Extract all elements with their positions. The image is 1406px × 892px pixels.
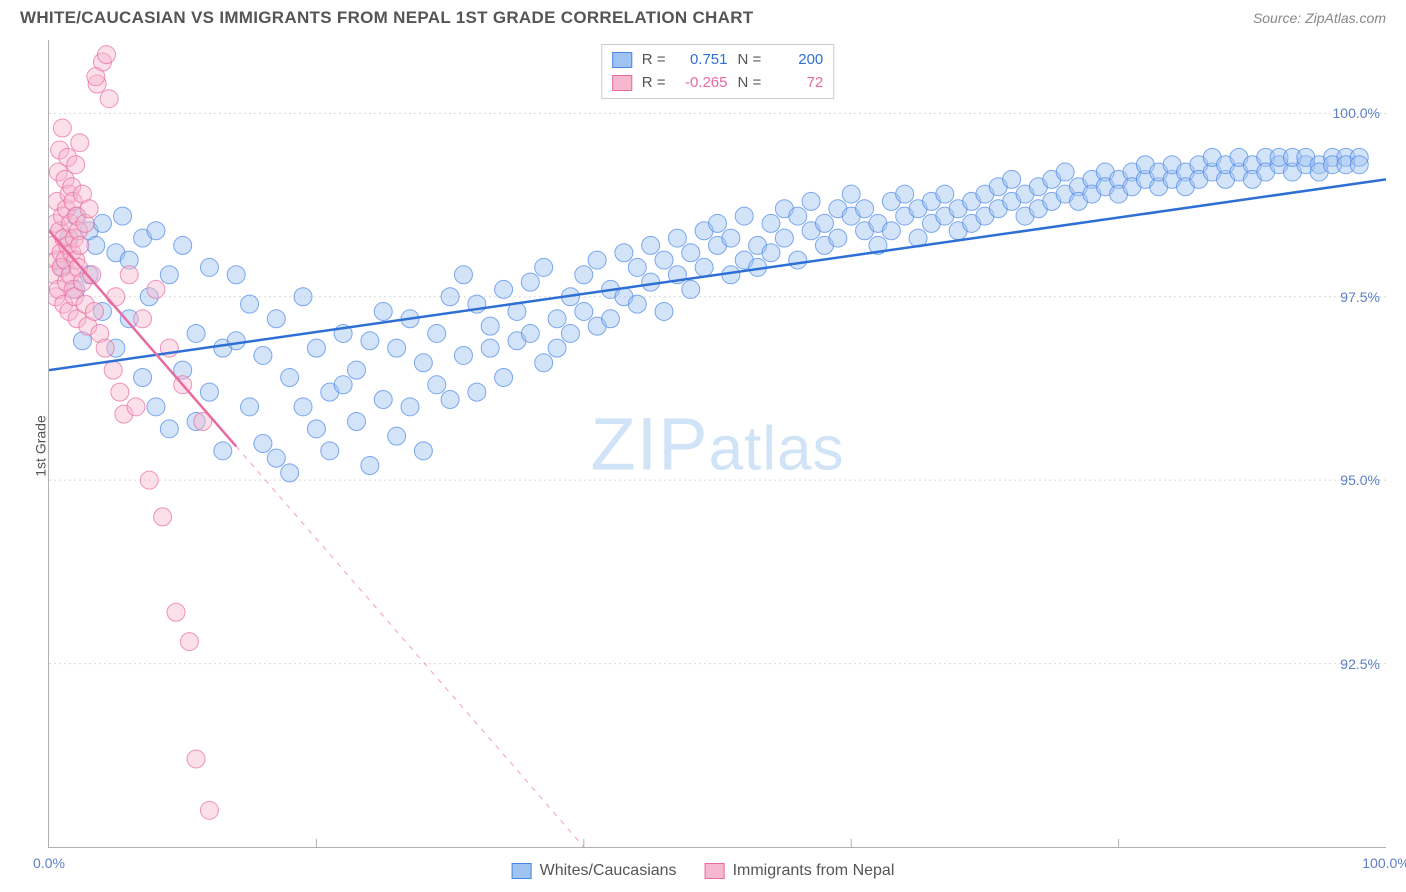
legend-label-whites: Whites/Caucasians [540, 862, 677, 880]
n-label: N = [738, 49, 762, 72]
y-tick-label: 97.5% [1340, 289, 1380, 305]
y-tick-label: 95.0% [1340, 472, 1380, 488]
n-value-nepal: 72 [771, 72, 823, 95]
r-value-whites: 0.751 [676, 49, 728, 72]
corr-row-nepal: R = -0.265 N = 72 [612, 72, 824, 95]
y-tick-label: 92.5% [1340, 656, 1380, 672]
r-label: R = [642, 49, 666, 72]
x-tick-label: 100.0% [1362, 855, 1406, 871]
r-value-nepal: -0.265 [676, 72, 728, 95]
source-attribution: Source: ZipAtlas.com [1253, 10, 1386, 26]
corr-row-whites: R = 0.751 N = 200 [612, 49, 824, 72]
y-tick-label: 100.0% [1333, 105, 1380, 121]
legend-label-nepal: Immigrants from Nepal [733, 862, 895, 880]
n-value-whites: 200 [771, 49, 823, 72]
title-bar: WHITE/CAUCASIAN VS IMMIGRANTS FROM NEPAL… [0, 0, 1406, 32]
swatch-nepal [705, 863, 725, 879]
swatch-whites [512, 863, 532, 879]
scatter-svg [49, 40, 1386, 847]
plot-area: ZIPatlas R = 0.751 N = 200 R = -0.265 N … [48, 40, 1386, 848]
legend-item-whites: Whites/Caucasians [512, 862, 677, 880]
x-tick-label: 0.0% [33, 855, 65, 871]
n-label: N = [738, 72, 762, 95]
chart-title: WHITE/CAUCASIAN VS IMMIGRANTS FROM NEPAL… [20, 8, 753, 28]
legend-item-nepal: Immigrants from Nepal [705, 862, 895, 880]
bottom-legend: Whites/Caucasians Immigrants from Nepal [512, 862, 895, 880]
y-axis-label: 1st Grade [33, 415, 49, 476]
correlation-legend: R = 0.751 N = 200 R = -0.265 N = 72 [601, 44, 835, 99]
swatch-whites [612, 52, 632, 68]
r-label: R = [642, 72, 666, 95]
swatch-nepal [612, 75, 632, 91]
